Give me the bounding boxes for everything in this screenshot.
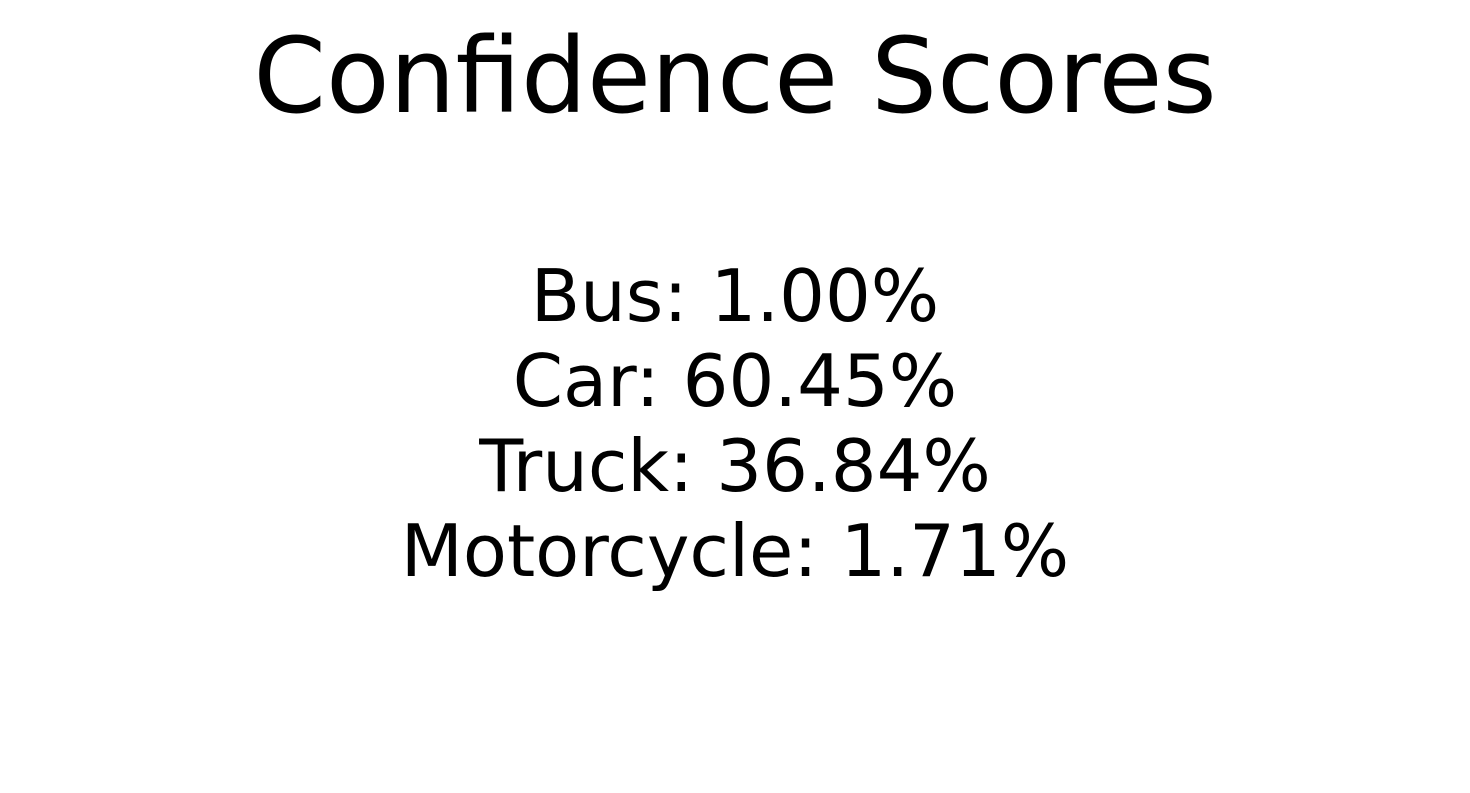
confidence-scores-list: Bus: 1.00% Car: 60.45% Truck: 36.84% Mot… <box>0 254 1470 594</box>
score-label: Bus <box>530 254 664 338</box>
score-item-truck: Truck: 36.84% <box>479 424 991 508</box>
page-title: Confidence Scores <box>253 15 1217 137</box>
score-item-motorcycle: Motorcycle: 1.71% <box>400 509 1070 593</box>
score-value: 1.00% <box>710 254 940 338</box>
score-value: 60.45% <box>682 339 958 423</box>
score-value: 36.84% <box>716 424 991 508</box>
score-item-car: Car: 60.45% <box>512 339 958 423</box>
score-label: Motorcycle <box>400 509 794 593</box>
score-label: Truck <box>479 424 670 508</box>
score-item-bus: Bus: 1.00% <box>530 254 940 338</box>
score-label: Car <box>512 339 636 423</box>
score-value: 1.71% <box>840 509 1070 593</box>
